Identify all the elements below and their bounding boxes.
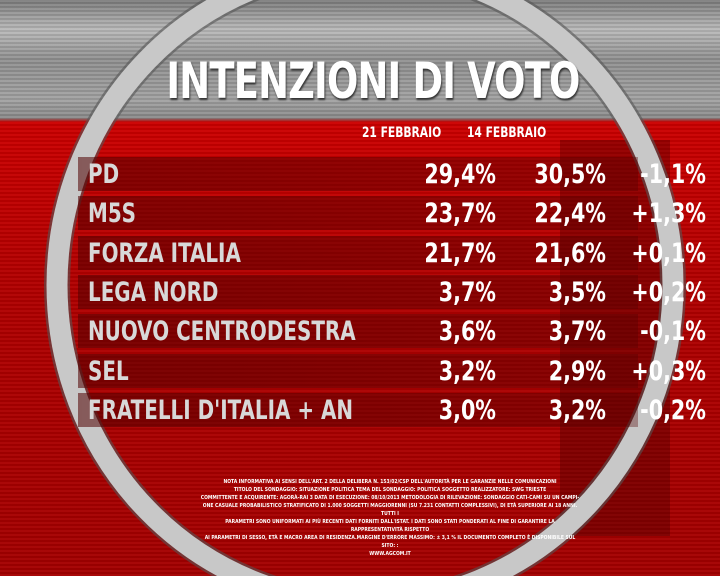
cell-feb21: 3,7% xyxy=(438,276,496,308)
cell-diff: -0,2% xyxy=(640,394,706,426)
cell-party: PD xyxy=(88,159,120,190)
footnote-line: TITOLO DEL SONDAGGIO: SITUAZIONE POLITIC… xyxy=(233,487,547,493)
cell-feb21: 3,2% xyxy=(438,355,496,387)
footnote-line: ONE CASUALE PROBABILISTICO STRATIFICATO … xyxy=(202,503,578,517)
cell-feb21: 3,0% xyxy=(438,394,496,426)
cell-party: FRATELLI D'ITALIA + AN xyxy=(88,394,354,426)
cell-party: FORZA ITALIA xyxy=(88,237,241,269)
page-title: INTENZIONI DI VOTO xyxy=(166,52,580,110)
table-row: SEL 3,2% 2,9% +0,3% xyxy=(78,353,706,388)
table-row: FORZA ITALIA 21,7% 21,6% +0,1% xyxy=(78,235,706,270)
cell-feb14: 3,5% xyxy=(548,276,606,308)
cell-feb21: 23,7% xyxy=(424,198,496,230)
table-row: M5S 23,7% 22,4% +1,3% xyxy=(78,196,706,231)
cell-feb14: 3,2% xyxy=(548,394,606,426)
cell-diff: -1,1% xyxy=(640,159,706,190)
cell-feb14: 30,5% xyxy=(534,159,606,190)
footnote: NOTA INFORMATIVA AI SENSI DELL'ART. 2 DE… xyxy=(200,478,580,558)
footnote-line: COMMITTENTE E ACQUIRENTE: AGORÀ-RAI 3 DA… xyxy=(200,495,580,501)
cell-feb21: 21,7% xyxy=(424,237,496,269)
table-row: PD 29,4% 30,5% -1,1% xyxy=(78,157,706,191)
cell-diff: +0,2% xyxy=(631,276,706,308)
cell-party: LEGA NORD xyxy=(88,276,219,308)
footnote-line: AI PARAMETRI DI SESSO, ETÀ E MACRO AREA … xyxy=(204,535,576,549)
header-14-febbraio: 14 FEBBRAIO xyxy=(466,125,547,141)
header-21-febbraio: 21 FEBBRAIO xyxy=(361,125,442,141)
cell-diff: +0,1% xyxy=(631,237,706,269)
footnote-line: PARAMETRI SONO UNIFORMATI AI PIÙ RECENTI… xyxy=(225,519,555,533)
footnote-line: WWW.AGCOM.IT xyxy=(369,551,411,557)
cell-feb21: 29,4% xyxy=(424,159,496,190)
cell-diff: -0,1% xyxy=(640,316,706,348)
cell-party: SEL xyxy=(88,355,129,387)
cell-feb14: 2,9% xyxy=(548,355,606,387)
cell-feb14: 21,6% xyxy=(534,237,606,269)
cell-diff: +0,3% xyxy=(631,355,706,387)
cell-feb14: 3,7% xyxy=(548,316,606,348)
table-row: LEGA NORD 3,7% 3,5% +0,2% xyxy=(78,274,706,309)
cell-feb14: 22,4% xyxy=(534,198,606,230)
cell-feb21: 3,6% xyxy=(438,316,496,348)
table-row: NUOVO CENTRODESTRA 3,6% 3,7% -0,1% xyxy=(78,314,706,349)
cell-party: M5S xyxy=(88,198,137,230)
table-row: FRATELLI D'ITALIA + AN 3,0% 3,2% -0,2% xyxy=(78,392,706,427)
footnote-line: NOTA INFORMATIVA AI SENSI DELL'ART. 2 DE… xyxy=(223,479,557,485)
cell-diff: +1,3% xyxy=(631,198,706,230)
cell-party: NUOVO CENTRODESTRA xyxy=(88,316,356,348)
